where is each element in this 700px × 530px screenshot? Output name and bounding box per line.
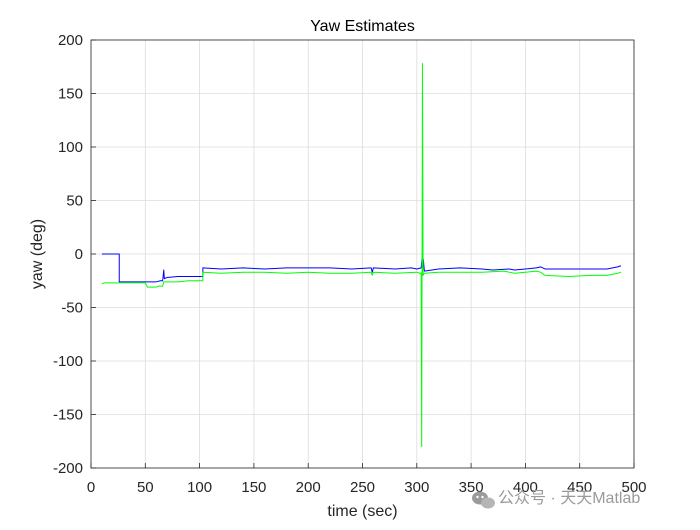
series-line-1 [101,253,622,283]
x-tick-label: 0 [87,479,95,496]
x-axis: 0 50 100 150 200 250 300 350 400 450 500 [87,463,647,496]
watermark: 公众号 · 天天Matlab [472,489,640,509]
x-tick-label: 200 [296,479,321,496]
x-tick-label: 300 [404,479,429,496]
series-layer [101,63,622,448]
y-tick-label: -50 [61,300,83,317]
x-tick-label: 400 [513,479,538,496]
wechat-icon [472,491,495,509]
x-tick-label: 150 [241,479,266,496]
x-tick-label: 350 [459,479,484,496]
x-tick-label: 100 [187,479,212,496]
x-tick-label: 50 [137,479,154,496]
watermark-text: 公众号 · 天天Matlab [498,489,640,507]
x-tick-label: 450 [567,479,592,496]
y-tick-label: 200 [58,32,83,49]
y-tick-label: -150 [53,407,83,424]
y-tick-label: 150 [58,86,83,103]
series-line-2 [101,63,622,448]
y-axis: 200 150 100 50 0 -50 -100 -150 -200 [53,32,96,477]
x-tick-label: 250 [350,479,375,496]
y-tick-label: -100 [53,353,83,370]
y-tick-label: -200 [53,460,83,477]
y-tick-label: 100 [58,139,83,156]
y-tick-label: 0 [75,246,83,263]
chart-title: Yaw Estimates [310,18,415,35]
x-axis-label: time (sec) [327,503,397,520]
y-axis-label: yaw (deg) [29,219,46,289]
x-tick-label: 500 [621,479,646,496]
y-tick-label: 50 [66,193,83,210]
